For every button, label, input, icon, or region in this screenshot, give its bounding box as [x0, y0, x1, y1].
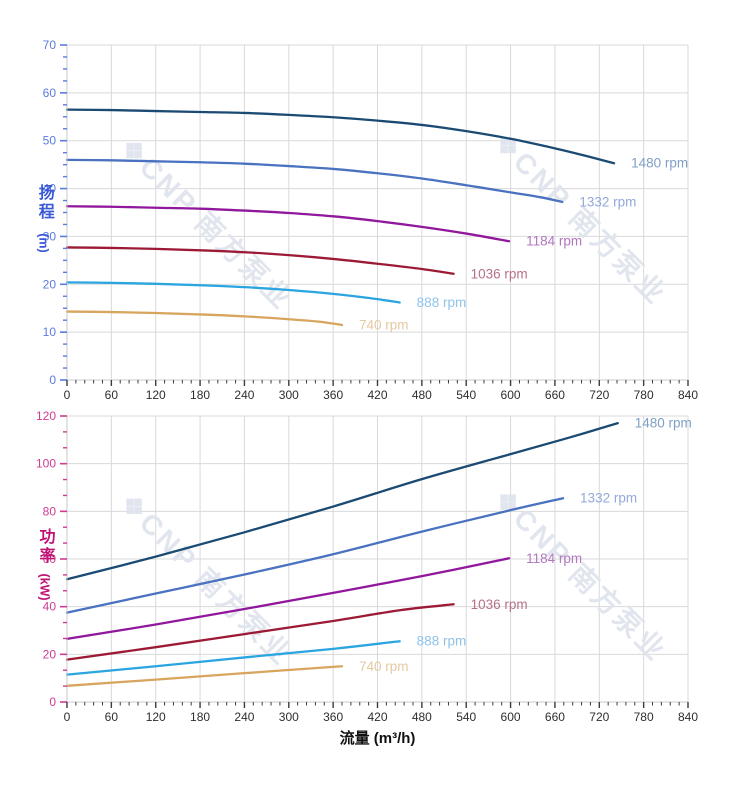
head-axis-title: 扬程 (m)	[34, 184, 53, 253]
x-tick-label: 60	[105, 710, 119, 724]
series-label-1184-rpm: 1184 rpm	[526, 551, 582, 566]
series-label-888-rpm: 888 rpm	[417, 634, 467, 649]
x-tick-label: 420	[367, 710, 387, 724]
series-label-740-rpm: 740 rpm	[359, 659, 409, 674]
curve-1036-rpm	[65, 603, 455, 661]
x-tick-label: 240	[234, 388, 254, 402]
y-tick-label: 30	[43, 229, 57, 243]
curve-1332-rpm	[65, 497, 565, 614]
series-label-1480-rpm: 1480 rpm	[635, 416, 692, 431]
x-tick-label: 120	[146, 710, 166, 724]
series-label-1036-rpm: 1036 rpm	[471, 266, 528, 281]
y-tick-label: 70	[43, 38, 57, 52]
curve-740-rpm	[65, 310, 344, 327]
curve-1184-rpm	[65, 205, 511, 243]
x-tick-label: 720	[589, 710, 609, 724]
x-tick-label: 720	[589, 388, 609, 402]
series-label-740-rpm: 740 rpm	[359, 317, 409, 332]
curve-1480-rpm	[65, 422, 619, 581]
x-tick-label: 360	[323, 710, 343, 724]
y-tick-label: 40	[43, 600, 57, 614]
series-label-1480-rpm: 1480 rpm	[631, 156, 688, 171]
series-label-1036-rpm: 1036 rpm	[471, 597, 528, 612]
curve-888-rpm	[65, 640, 401, 676]
watermark-text: ❖CNP 南方泵业	[488, 125, 674, 311]
x-tick-label: 480	[412, 710, 432, 724]
flow-axis-title: 流量 (m³/h)	[339, 730, 416, 747]
x-tick-label: 540	[456, 710, 476, 724]
y-tick-label: 20	[43, 647, 57, 661]
x-tick-label: 360	[323, 388, 343, 402]
head-axis-unit: (m)	[36, 233, 51, 253]
series-label-1332-rpm: 1332 rpm	[580, 491, 637, 506]
x-tick-label: 180	[190, 710, 210, 724]
y-tick-label: 0	[49, 695, 56, 709]
x-tick-label: 0	[64, 388, 71, 402]
series-label-888-rpm: 888 rpm	[417, 295, 467, 310]
power-axis-unit: (kW)	[37, 573, 52, 601]
x-tick-label: 660	[545, 710, 565, 724]
x-tick-label: 540	[456, 388, 476, 402]
y-tick-label: 50	[43, 134, 57, 148]
y-tick-label: 0	[49, 373, 56, 387]
y-tick-label: 100	[36, 457, 56, 471]
x-tick-label: 420	[367, 388, 387, 402]
power-axis-title: 功率 (kW)	[31, 528, 58, 601]
y-tick-label: 20	[43, 277, 57, 291]
x-tick-label: 0	[64, 710, 71, 724]
curve-1184-rpm	[65, 557, 511, 640]
curve-1036-rpm	[65, 246, 455, 275]
x-tick-label: 600	[501, 710, 521, 724]
x-tick-label: 120	[146, 388, 166, 402]
y-tick-label: 80	[43, 504, 57, 518]
y-tick-label: 60	[43, 552, 57, 566]
curve-1480-rpm	[65, 108, 616, 165]
curve-740-rpm	[65, 665, 344, 687]
curve-888-rpm	[65, 281, 401, 304]
x-tick-label: 840	[678, 388, 698, 402]
x-tick-label: 60	[105, 388, 119, 402]
x-tick-label: 480	[412, 388, 432, 402]
series-label-1332-rpm: 1332 rpm	[579, 194, 636, 209]
x-tick-label: 780	[634, 388, 654, 402]
y-tick-label: 60	[43, 86, 57, 100]
curve-1332-rpm	[65, 158, 564, 204]
watermark-text: ❖CNP 南方泵业	[114, 486, 300, 672]
x-tick-label: 300	[279, 388, 299, 402]
x-tick-label: 780	[634, 710, 654, 724]
x-tick-label: 600	[501, 388, 521, 402]
x-tick-label: 240	[234, 710, 254, 724]
x-tick-label: 180	[190, 388, 210, 402]
y-tick-label: 10	[43, 325, 57, 339]
y-tick-label: 40	[43, 182, 57, 196]
power-axis-title-text: 功率	[36, 528, 54, 566]
y-tick-label: 120	[36, 409, 56, 423]
head-axis-title-text: 扬程	[35, 184, 53, 222]
series-label-1184-rpm: 1184 rpm	[526, 234, 582, 249]
x-tick-label: 840	[678, 710, 698, 724]
x-tick-label: 300	[279, 710, 299, 724]
x-tick-label: 660	[545, 388, 565, 402]
